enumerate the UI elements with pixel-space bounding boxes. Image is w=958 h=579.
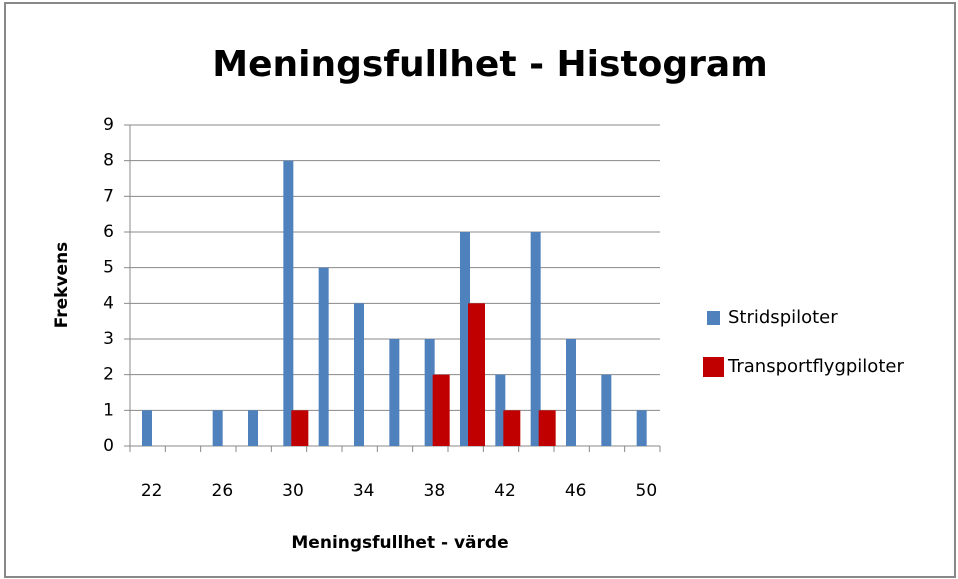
chart-frame — [4, 2, 956, 578]
x-axis-label: Meningsfullhet - värde — [291, 533, 508, 553]
y-axis-label: Frekvens — [52, 242, 72, 329]
x-tick-label: 42 — [494, 481, 516, 501]
bar — [530, 232, 541, 446]
bar — [636, 410, 647, 446]
y-tick-label: 6 — [103, 222, 114, 242]
bar — [503, 410, 521, 446]
x-tick-label: 22 — [141, 481, 163, 501]
bar — [566, 339, 576, 446]
bar — [432, 374, 450, 446]
bar — [495, 374, 506, 446]
x-tick-label: 26 — [212, 481, 234, 501]
y-tick-label: 0 — [103, 436, 114, 456]
bar — [142, 410, 152, 446]
legend-swatch — [707, 311, 720, 325]
x-tick-label: 34 — [353, 481, 375, 501]
bar — [283, 160, 294, 446]
bar — [248, 410, 258, 446]
bar — [424, 339, 435, 446]
bar — [354, 303, 364, 446]
bar — [460, 232, 470, 446]
y-tick-label: 2 — [103, 365, 114, 385]
bar — [291, 410, 309, 446]
y-tick-label: 3 — [103, 329, 114, 349]
y-tick-label: 5 — [103, 258, 114, 278]
x-tick-label: 46 — [565, 481, 587, 501]
bar — [389, 339, 400, 446]
chart-title: Meningsfullhet - Histogram — [212, 44, 767, 85]
x-tick-label: 38 — [424, 481, 446, 501]
legend-label: Transportflygpiloter — [727, 356, 904, 377]
y-tick-label: 8 — [103, 151, 114, 171]
y-tick-label: 1 — [103, 400, 114, 420]
legend-label: Stridspiloter — [728, 307, 838, 328]
bar — [318, 267, 329, 446]
bar — [212, 410, 223, 446]
y-tick-label: 9 — [103, 115, 114, 135]
y-tick-label: 4 — [103, 293, 114, 313]
bar — [538, 410, 556, 446]
x-tick-label: 30 — [282, 481, 304, 501]
x-tick-label: 50 — [636, 481, 658, 501]
bar — [468, 303, 485, 446]
bar — [601, 374, 612, 446]
y-tick-label: 7 — [103, 186, 114, 206]
legend-swatch — [703, 357, 724, 377]
